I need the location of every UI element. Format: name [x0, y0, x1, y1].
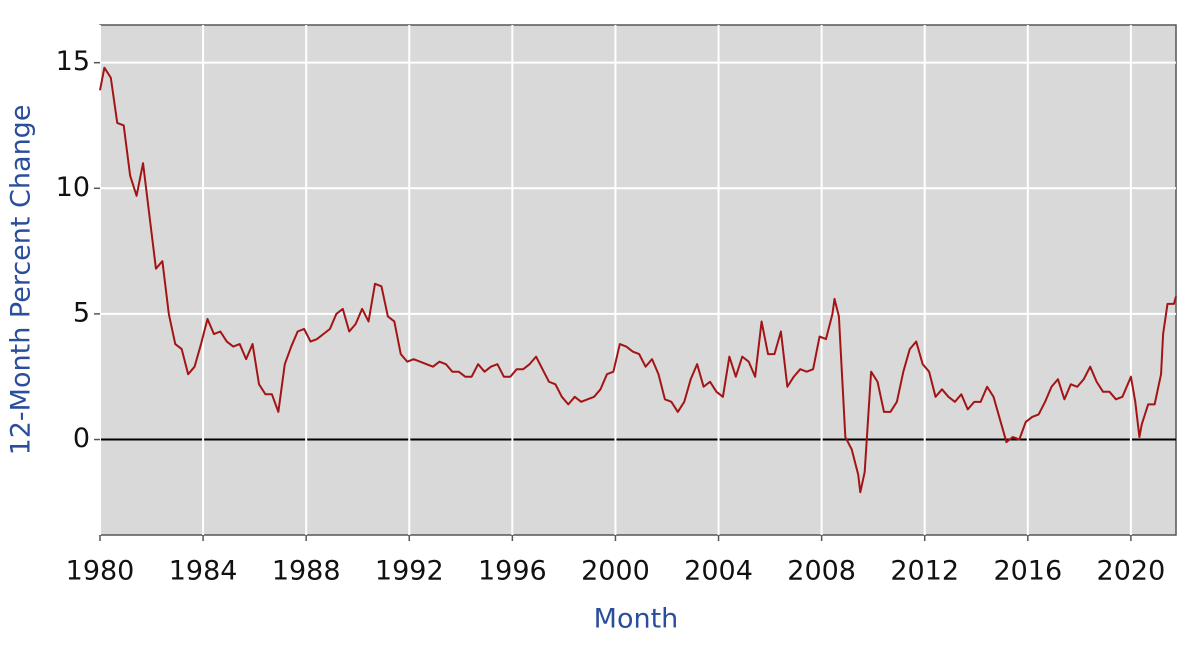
x-axis-title: Month — [594, 604, 679, 635]
x-tick-label: 1996 — [478, 556, 547, 587]
x-tick-label: 2008 — [787, 556, 856, 587]
marks — [99, 66, 1177, 494]
x-tick-label: 1988 — [272, 556, 341, 587]
x-tick-label: 2020 — [1097, 556, 1166, 587]
y-tick-label: 15 — [56, 46, 90, 77]
y-axis-title: 12-Month Percent Change — [6, 105, 37, 456]
x-tick-label: 1984 — [169, 556, 238, 587]
data-line — [99, 66, 1177, 494]
y-tick-label: 10 — [56, 172, 90, 203]
x-tick-label: 2016 — [993, 556, 1062, 587]
x-tick-label: 2000 — [581, 556, 650, 587]
grid — [99, 25, 1176, 535]
x-tick-label: 2004 — [684, 556, 753, 587]
x-tick-label: 1980 — [66, 556, 135, 587]
labels: 0 5 10 15 1980 1984 1988 1992 1996 2000 2004 2008 20… — [56, 46, 1166, 586]
y-tick-label: 0 — [73, 423, 90, 454]
plot-area — [99, 24, 1177, 536]
x-tick-label: 2012 — [890, 556, 959, 587]
x-tick-label: 1992 — [375, 556, 444, 587]
y-tick-label: 5 — [73, 297, 90, 328]
